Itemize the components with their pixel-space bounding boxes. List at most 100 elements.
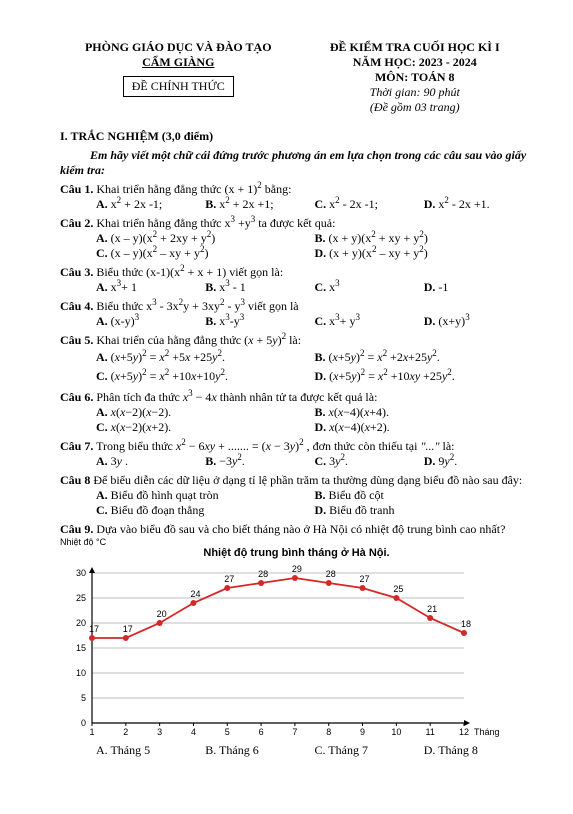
q8-opt-b: B. Biểu đồ cột bbox=[315, 488, 534, 503]
q7-body: Trong biểu thức x2 − 6xy + ....... = (x … bbox=[96, 439, 454, 453]
question-4: Câu 4. Biểu thức x3 - 3x2y + 3xy2 - y3 v… bbox=[60, 299, 533, 314]
header-right: ĐỀ KIỂM TRA CUỐI HỌC KÌ I NĂM HỌC: 2023 … bbox=[297, 40, 534, 115]
svg-text:21: 21 bbox=[427, 604, 437, 614]
svg-text:10: 10 bbox=[76, 668, 86, 678]
svg-text:17: 17 bbox=[89, 624, 99, 634]
q2-opt-a: A. (x – y)(x2 + 2xy + y2) bbox=[96, 231, 315, 246]
district-line: CẨM GIÀNG bbox=[60, 55, 297, 70]
q8-opt-c: C. Biểu đồ đoạn thẳng bbox=[96, 503, 315, 518]
q9-body: Dựa vào biểu đồ sau và cho biết tháng nà… bbox=[96, 522, 505, 536]
q3-opt-b: B. x3 - 1 bbox=[205, 280, 314, 295]
svg-text:29: 29 bbox=[292, 564, 302, 574]
q1-body: Khai triển hằng đẳng thức (x + 1)2 bằng: bbox=[96, 182, 291, 196]
exam-tag: ĐỀ CHÍNH THỨC bbox=[123, 76, 234, 97]
q3-opt-a: A. x3+ 1 bbox=[96, 280, 205, 295]
q3-label: Câu 3. bbox=[60, 265, 93, 279]
question-1: Câu 1. Khai triển hằng đẳng thức (x + 1)… bbox=[60, 182, 533, 197]
exam-title: ĐỀ KIỂM TRA CUỐI HỌC KÌ I bbox=[297, 40, 534, 55]
section-i-title: I. TRẮC NGHIỆM (3,0 điểm) bbox=[60, 129, 533, 144]
svg-text:17: 17 bbox=[123, 624, 133, 634]
question-5: Câu 5. Khai triển của hằng đẳng thức (x … bbox=[60, 333, 533, 348]
duration-line: Thời gian: 90 phút bbox=[297, 85, 534, 100]
question-6: Câu 6. Phân tích đa thức x3 − 4x thành n… bbox=[60, 390, 533, 405]
q9-opt-c: C. Tháng 7 bbox=[315, 743, 424, 758]
q7-opt-c: C. 3y2. bbox=[315, 454, 424, 469]
q7-label: Câu 7. bbox=[60, 439, 93, 453]
q3-opt-d: D. -1 bbox=[424, 280, 533, 295]
svg-text:18: 18 bbox=[461, 619, 471, 629]
year-line: NĂM HỌC: 2023 - 2024 bbox=[297, 55, 534, 70]
chart-svg: 051015202530123456789101112Tháng17172024… bbox=[60, 563, 500, 743]
svg-text:27: 27 bbox=[224, 574, 234, 584]
q2-label: Câu 2. bbox=[60, 216, 93, 230]
temperature-chart: 051015202530123456789101112Tháng17172024… bbox=[60, 563, 533, 743]
svg-text:1: 1 bbox=[89, 727, 94, 737]
y-axis-label: Nhiệt độ °C bbox=[60, 537, 533, 547]
q9-label: Câu 9. bbox=[60, 522, 93, 536]
q7-opt-b: B. −3y2. bbox=[205, 454, 314, 469]
q4-opt-d: D. (x+y)3 bbox=[424, 314, 533, 329]
pagecount-line: (Đề gồm 03 trang) bbox=[297, 100, 534, 115]
q6-opt-d: D. x(x−4)(x+2). bbox=[315, 420, 534, 435]
q8-opt-a: A. Biểu đồ hình quạt tròn bbox=[96, 488, 315, 503]
chart-title: Nhiệt độ trung bình tháng ở Hà Nội. bbox=[60, 547, 533, 559]
subject-line: MÔN: TOÁN 8 bbox=[297, 70, 534, 85]
q7-options: A. 3y . B. −3y2. C. 3y2. D. 9y2. bbox=[60, 454, 533, 469]
q5-opt-d: D. (x+5y)2 = x2 +10xy +25y2. bbox=[315, 367, 534, 386]
q6-options: A. x(x−2)(x−2). B. x(x−4)(x+4). C. x(x−2… bbox=[60, 405, 533, 435]
svg-text:4: 4 bbox=[191, 727, 196, 737]
svg-text:Tháng: Tháng bbox=[474, 727, 500, 737]
q9-opt-a: A. Tháng 5 bbox=[96, 743, 205, 758]
q1-options: A. x2 + 2x -1; B. x2 + 2x +1; C. x2 - 2x… bbox=[60, 197, 533, 212]
q5-label: Câu 5. bbox=[60, 333, 93, 347]
svg-text:24: 24 bbox=[190, 589, 200, 599]
q5-body: Khai triển của hằng đẳng thức (x + 5y)2 … bbox=[96, 333, 301, 347]
header: PHÒNG GIÁO DỤC VÀ ĐÀO TẠO CẨM GIÀNG ĐỀ C… bbox=[60, 40, 533, 115]
q3-body: Biểu thức (x-1)(x2 + x + 1) viết gọn là: bbox=[96, 265, 283, 279]
svg-text:12: 12 bbox=[459, 727, 469, 737]
svg-text:15: 15 bbox=[76, 643, 86, 653]
svg-text:5: 5 bbox=[225, 727, 230, 737]
q2-opt-c: C. (x – y)(x2 – xy + y2) bbox=[96, 246, 315, 261]
svg-text:28: 28 bbox=[326, 569, 336, 579]
dept-line: PHÒNG GIÁO DỤC VÀ ĐÀO TẠO bbox=[60, 40, 297, 55]
question-9: Câu 9. Dựa vào biểu đồ sau và cho biết t… bbox=[60, 522, 533, 537]
svg-text:28: 28 bbox=[258, 569, 268, 579]
header-left: PHÒNG GIÁO DỤC VÀ ĐÀO TẠO CẨM GIÀNG ĐỀ C… bbox=[60, 40, 297, 115]
q9-options: A. Tháng 5 B. Tháng 6 C. Tháng 7 D. Thán… bbox=[60, 743, 533, 758]
svg-text:2: 2 bbox=[123, 727, 128, 737]
question-2: Câu 2. Khai triển hằng đẳng thức x3 +y3 … bbox=[60, 216, 533, 231]
q7-opt-a: A. 3y . bbox=[96, 454, 205, 469]
q9-opt-b: B. Tháng 6 bbox=[205, 743, 314, 758]
q5-options: A. (x+5y)2 = x2 +5x +25y2. B. (x+5y)2 = … bbox=[60, 348, 533, 386]
q5-opt-a: A. (x+5y)2 = x2 +5x +25y2. bbox=[96, 348, 315, 367]
q4-opt-a: A. (x-y)3 bbox=[96, 314, 205, 329]
question-8: Câu 8 Để biểu diễn các dữ liệu ở dạng tỉ… bbox=[60, 473, 533, 488]
svg-text:20: 20 bbox=[76, 618, 86, 628]
q6-label: Câu 6. bbox=[60, 390, 93, 404]
q8-label: Câu 8 bbox=[60, 473, 90, 487]
instructions: Em hãy viết một chữ cái đứng trước phươn… bbox=[60, 148, 533, 178]
svg-text:25: 25 bbox=[393, 584, 403, 594]
q6-opt-b: B. x(x−4)(x+4). bbox=[315, 405, 534, 420]
q3-options: A. x3+ 1 B. x3 - 1 C. x3 D. -1 bbox=[60, 280, 533, 295]
svg-text:25: 25 bbox=[76, 593, 86, 603]
q1-label: Câu 1. bbox=[60, 182, 93, 196]
svg-text:7: 7 bbox=[292, 727, 297, 737]
svg-text:11: 11 bbox=[426, 727, 435, 737]
svg-text:6: 6 bbox=[259, 727, 264, 737]
svg-text:27: 27 bbox=[360, 574, 370, 584]
q2-options: A. (x – y)(x2 + 2xy + y2) B. (x + y)(x2 … bbox=[60, 231, 533, 261]
svg-text:9: 9 bbox=[360, 727, 365, 737]
q5-opt-c: C. (x+5y)2 = x2 +10x+10y2. bbox=[96, 367, 315, 386]
q5-opt-b: B. (x+5y)2 = x2 +2x+25y2. bbox=[315, 348, 534, 367]
svg-text:3: 3 bbox=[157, 727, 162, 737]
q2-opt-d: D. (x + y)(x2 – xy + y2) bbox=[315, 246, 534, 261]
q4-options: A. (x-y)3 B. x3-y3 C. x3+ y3 D. (x+y)3 bbox=[60, 314, 533, 329]
q8-body: Để biểu diễn các dữ liệu ở dạng tỉ lệ ph… bbox=[93, 473, 522, 487]
svg-text:20: 20 bbox=[157, 609, 167, 619]
svg-text:5: 5 bbox=[81, 693, 86, 703]
q1-opt-d: D. x2 - 2x +1. bbox=[424, 197, 533, 212]
question-3: Câu 3. Biểu thức (x-1)(x2 + x + 1) viết … bbox=[60, 265, 533, 280]
q2-body: Khai triển hằng đẳng thức x3 +y3 ta được… bbox=[96, 216, 335, 230]
